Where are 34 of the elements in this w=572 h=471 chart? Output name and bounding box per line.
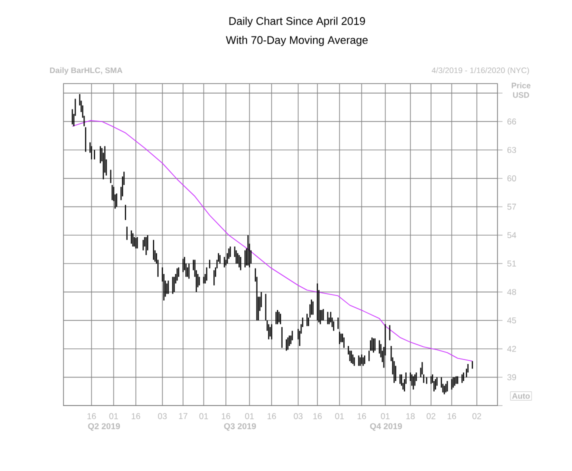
x-tick-label: 16: [132, 413, 140, 420]
x-tick-label: 16: [268, 413, 276, 420]
text: Q3 2019: [224, 423, 256, 431]
x-tick-label: 03: [158, 413, 167, 420]
x-tick-label: 17: [178, 413, 188, 419]
x-tick-label: 02: [426, 413, 436, 420]
text: Q2 2019: [88, 423, 120, 431]
x-tick-label: 18: [406, 413, 415, 420]
x-tick-label: 16: [448, 413, 456, 420]
y-tick-label: 39: [507, 374, 516, 380]
y-tick-label: 48: [507, 289, 516, 295]
x-tick-label: 01: [380, 413, 390, 420]
y-tick-label: 54: [507, 232, 516, 238]
x-tick-label: 01: [199, 413, 208, 420]
x-tick-label: 01: [109, 413, 118, 420]
text: Q4 2019: [370, 423, 402, 431]
x-tick-label: 03: [294, 413, 303, 420]
y-tick-label: 60: [507, 175, 516, 182]
x-tick-label: 01: [335, 413, 344, 420]
y-tick-label: 45: [507, 317, 516, 324]
chart-title: Daily Chart Since April 2019: [229, 16, 365, 28]
chart-subtitle: With 70-Day Moving Average: [226, 36, 368, 46]
y-tick-label: 51: [507, 260, 516, 267]
y-tick-label: 42: [507, 346, 516, 352]
y-tick-label: 57: [507, 204, 516, 210]
line-series: [72, 120, 473, 362]
x-tick-label: 02: [472, 413, 482, 420]
x-tick-label: 16: [313, 413, 322, 420]
x-tick-label: 16: [87, 413, 96, 420]
y-tick-label: 63: [507, 146, 516, 153]
x-tick-label: 01: [245, 413, 254, 420]
x-tick-label: 16: [358, 413, 366, 420]
x-tick-label: 16: [222, 413, 230, 420]
y-tick-label: 66: [507, 118, 516, 125]
